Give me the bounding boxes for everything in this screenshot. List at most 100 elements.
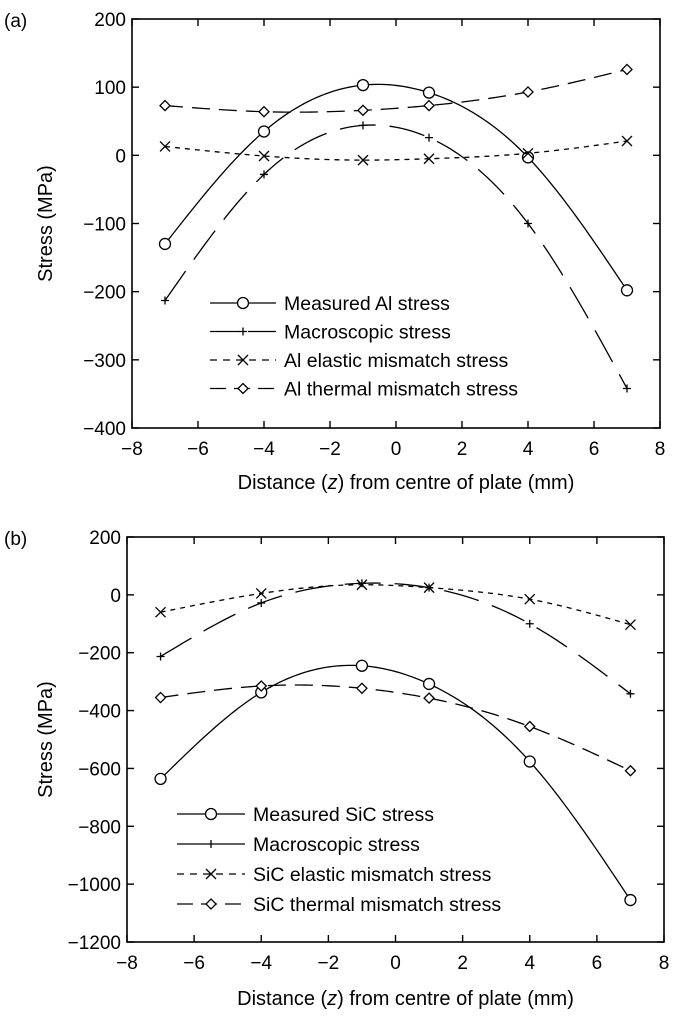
y-tick-label: 100 [94,78,126,99]
x-tick-label: 6 [589,439,600,460]
y-axis-label: Stress (MPa) [35,165,57,282]
data-point-x [624,619,636,631]
data-point-circle [355,659,369,672]
series-plus [156,579,635,698]
series-circle [154,659,637,907]
data-point-plus [623,384,631,393]
series-plus [161,121,631,393]
data-point-plus [525,619,534,628]
data-point-x [621,135,633,147]
legend-item: Macroscopic stress [177,834,420,856]
data-point-circle [624,893,637,907]
legend-marker-x [237,354,249,366]
y-tick-label: −200 [83,283,126,304]
series-line [160,584,631,626]
x-tick-label: 4 [524,953,535,974]
data-point-circle [523,755,536,768]
data-point-circle [154,772,167,785]
data-point-x [155,606,167,618]
x-tick-label: 8 [659,953,670,974]
legend-label: Macroscopic stress [284,322,451,344]
x-tick-label: −8 [116,953,138,974]
data-point-diamond [356,682,368,695]
data-point-plus [626,689,635,698]
data-point-circle [521,151,535,164]
chart-panel-b: (b) −8 −6 −4 −2 0 2 4 6 8 −1200 −1000 −800 −600 −400 −2… [4,528,669,1010]
y-tick-label: −400 [78,702,121,723]
legend-label: Macroscopic stress [253,834,420,856]
series-x [155,579,636,631]
x-axis-label: Distance (z) from centre of plate (mm) [237,988,574,1010]
legend: Measured Al stress Macroscopic stress Al e… [210,293,518,401]
legend: Measured SiC stress Macroscopic stress SiC… [177,804,501,916]
data-point-plus [357,579,366,588]
data-point-x [255,587,267,599]
y-tick-label: −100 [83,215,126,236]
data-point-circle [356,78,370,92]
y-tick-label: 200 [94,10,126,31]
series-diamond [159,63,633,118]
data-point-x [159,141,171,152]
series-diamond [154,680,637,777]
x-tick-label: 6 [592,953,603,974]
data-point-plus [161,296,169,305]
legend-marker-diamond [237,382,249,395]
x-tick-label: −2 [318,953,340,974]
y-tick-label: 200 [89,528,121,549]
data-point-diamond [154,691,167,704]
x-tick-label: 8 [655,439,666,460]
data-point-plus [524,219,532,228]
x-tick-label: 4 [523,439,534,460]
legend-marker-circle [236,296,250,310]
data-point-circle [620,284,634,297]
x-tick-label: 0 [390,953,401,974]
data-point-diamond [423,99,435,112]
legend-label: Measured SiC stress [253,804,434,826]
data-point-diamond [258,105,270,118]
legend-item: Measured SiC stress [177,804,434,826]
data-point-diamond [423,692,435,705]
series-line [160,582,631,695]
data-point-circle [257,125,271,138]
data-point-plus [156,652,165,661]
data-point-plus [359,121,367,130]
series-x [159,135,633,166]
series-line [164,124,628,389]
legend-item: Al elastic mismatch stress [210,350,509,372]
data-point-diamond [255,680,268,692]
data-point-diamond [624,764,637,777]
series-line [164,140,628,161]
data-point-x [356,579,368,591]
x-tick-label: 2 [457,953,468,974]
x-tick-label: 0 [391,439,402,460]
legend-marker-diamond [205,898,217,910]
legend-item: Macroscopic stress [210,322,451,344]
data-point-x [522,147,534,159]
series-line [160,664,631,901]
data-point-circle [158,237,172,251]
y-tick-label: −200 [78,644,121,665]
legend-item: SiC thermal mismatch stress [177,894,501,916]
data-point-x [357,154,369,166]
data-point-x [423,582,435,594]
y-tick-label: −1000 [68,875,121,896]
legend-label: SiC thermal mismatch stress [253,894,501,916]
data-point-diamond [523,720,536,733]
legend-label: Al elastic mismatch stress [284,350,509,372]
data-point-diamond [357,104,369,117]
series-line [160,684,631,772]
data-point-x [258,150,270,162]
data-point-diamond [159,99,171,112]
legend-marker-circle [204,807,218,821]
legend-item: Measured Al stress [210,293,450,315]
legend-marker-x [205,868,217,880]
series-line [164,68,628,113]
data-point-circle [422,86,436,99]
y-tick-label: −400 [83,419,126,440]
y-axis-label: Stress (MPa) [35,681,57,798]
data-point-diamond [621,63,633,76]
data-point-plus [257,598,266,607]
x-tick-label: −6 [183,953,205,974]
x-tick-label: −8 [121,439,143,460]
y-tick-label: −800 [78,817,121,838]
